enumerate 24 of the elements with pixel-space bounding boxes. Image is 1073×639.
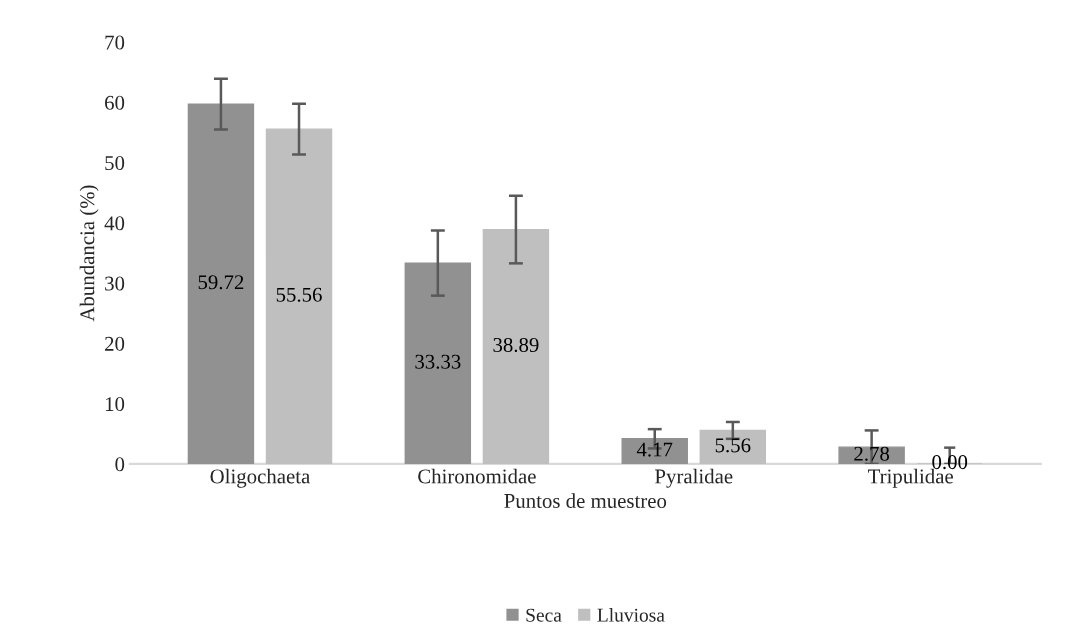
x-tick-label: Tripulidae	[868, 468, 953, 488]
x-tick-label: Chironomidae	[418, 468, 536, 484]
y-tick-label: 30	[105, 276, 125, 291]
data-label: 33.33	[415, 354, 461, 369]
y-tick-label: 40	[104, 216, 125, 231]
legend-label: Lluviosa	[597, 608, 665, 622]
data-label: 4.17	[636, 442, 673, 457]
data-label: 55.56	[276, 287, 322, 302]
data-label: 5.56	[715, 438, 751, 453]
data-label: 2.78	[854, 446, 890, 461]
y-axis-title: Abundancia (%)	[79, 185, 99, 322]
x-axis-title: Puntos de muestreo	[504, 493, 667, 508]
y-tick-label: 10	[105, 397, 125, 412]
y-tick-label: 0	[115, 457, 125, 472]
y-tick-label: 60	[105, 95, 125, 110]
x-tick-label: Pyralidae	[655, 468, 733, 488]
y-tick-label: 50	[105, 156, 125, 171]
x-tick-label: Oligochaeta	[210, 468, 311, 488]
legend-label: Seca	[526, 608, 562, 622]
data-label: 38.89	[493, 337, 539, 353]
data-label: 59.72	[198, 275, 244, 290]
data-label: 0.00	[932, 455, 968, 470]
y-tick-label: 70	[105, 35, 125, 50]
y-tick-label: 20	[105, 336, 125, 351]
